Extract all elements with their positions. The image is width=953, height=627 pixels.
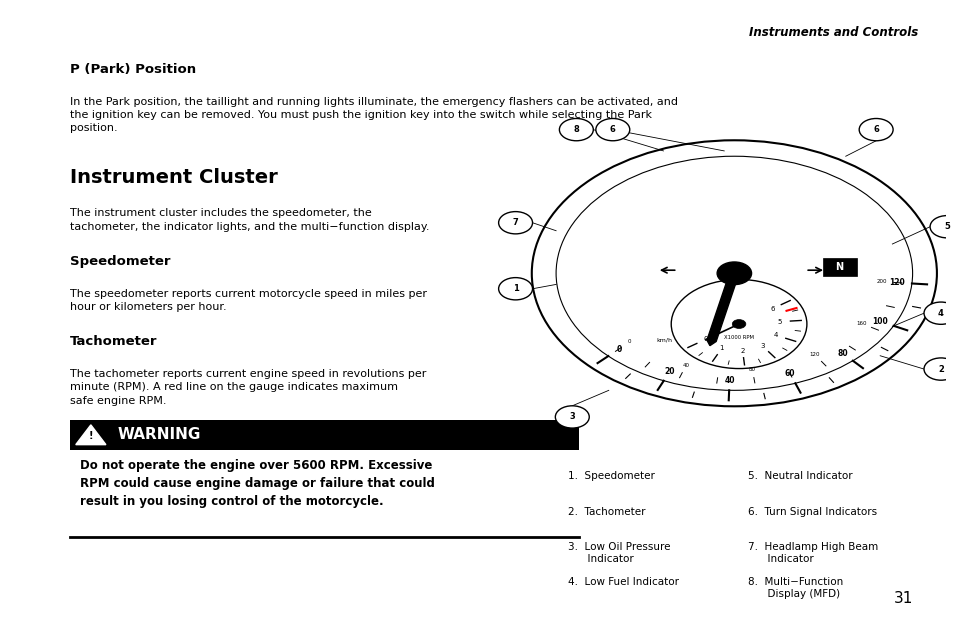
Text: 6.  Turn Signal Indicators: 6. Turn Signal Indicators [748, 507, 877, 517]
Circle shape [923, 302, 953, 324]
Text: 3: 3 [760, 343, 764, 349]
Circle shape [859, 119, 892, 141]
Circle shape [531, 140, 936, 406]
Text: Tachometer: Tachometer [70, 335, 157, 348]
Text: 0: 0 [702, 336, 707, 342]
Circle shape [717, 262, 751, 285]
Circle shape [929, 216, 953, 238]
Circle shape [596, 119, 629, 141]
Text: In the Park position, the taillight and running lights illuminate, the emergency: In the Park position, the taillight and … [70, 97, 678, 134]
Circle shape [558, 119, 593, 141]
FancyBboxPatch shape [821, 258, 856, 276]
Text: Instrument Cluster: Instrument Cluster [70, 168, 277, 187]
Circle shape [671, 280, 806, 369]
Text: P (Park) Position: P (Park) Position [70, 63, 196, 76]
Text: 1.  Speedometer: 1. Speedometer [567, 472, 654, 482]
Text: 5: 5 [943, 222, 949, 231]
Text: 1: 1 [512, 284, 518, 293]
Circle shape [498, 278, 532, 300]
Text: 20: 20 [664, 367, 675, 376]
Text: 120: 120 [809, 352, 820, 357]
Text: 6: 6 [872, 125, 878, 134]
FancyBboxPatch shape [70, 420, 578, 450]
Circle shape [555, 406, 589, 428]
Text: 4: 4 [773, 332, 778, 339]
Circle shape [732, 320, 745, 329]
Text: 160: 160 [855, 321, 865, 326]
Text: 7: 7 [512, 218, 517, 227]
Text: 3: 3 [569, 413, 575, 421]
Text: N: N [835, 262, 842, 272]
Text: The instrument cluster includes the speedometer, the
tachometer, the indicator l: The instrument cluster includes the spee… [70, 208, 429, 231]
Circle shape [498, 211, 532, 234]
Text: 3.  Low Oil Pressure
      Indicator: 3. Low Oil Pressure Indicator [567, 542, 669, 564]
Text: 0: 0 [627, 339, 631, 344]
Text: 4: 4 [937, 308, 943, 318]
Text: 2.  Tachometer: 2. Tachometer [567, 507, 644, 517]
Text: The speedometer reports current motorcycle speed in miles per
hour or kilometers: The speedometer reports current motorcyc… [70, 289, 427, 312]
Circle shape [923, 358, 953, 380]
Text: km/h: km/h [656, 337, 672, 342]
Text: Speedometer: Speedometer [70, 255, 171, 268]
Text: 40: 40 [682, 362, 689, 367]
Text: !: ! [89, 431, 93, 441]
Text: 8.  Multi−Function
      Display (MFD): 8. Multi−Function Display (MFD) [748, 577, 842, 599]
Text: Instruments and Controls: Instruments and Controls [748, 26, 917, 39]
Text: 2: 2 [740, 347, 744, 354]
Text: 4.  Low Fuel Indicator: 4. Low Fuel Indicator [567, 577, 678, 587]
Polygon shape [75, 425, 106, 445]
Text: 1: 1 [719, 345, 723, 351]
Text: 100: 100 [871, 317, 887, 326]
Text: WARNING: WARNING [117, 427, 200, 442]
Text: The tachometer reports current engine speed in revolutions per
minute (RPM). A r: The tachometer reports current engine sp… [70, 369, 426, 406]
Text: 120: 120 [888, 278, 903, 287]
Text: 5: 5 [777, 319, 781, 325]
Text: 2: 2 [937, 364, 943, 374]
Text: X1000 RPM: X1000 RPM [723, 335, 753, 340]
Text: 80: 80 [837, 349, 847, 358]
Text: 60: 60 [784, 369, 795, 379]
Text: 200: 200 [876, 279, 886, 284]
Text: 0: 0 [616, 344, 621, 354]
Text: 8: 8 [573, 125, 578, 134]
Text: 80: 80 [748, 367, 755, 372]
Text: 31: 31 [893, 591, 912, 606]
Text: 5.  Neutral Indicator: 5. Neutral Indicator [748, 472, 852, 482]
FancyArrow shape [706, 273, 739, 345]
Text: 7.  Headlamp High Beam
      Indicator: 7. Headlamp High Beam Indicator [748, 542, 878, 564]
Text: 40: 40 [723, 376, 734, 385]
Text: 6: 6 [609, 125, 615, 134]
Text: Do not operate the engine over 5600 RPM. Excessive
RPM could cause engine damage: Do not operate the engine over 5600 RPM.… [79, 459, 434, 508]
Text: 6: 6 [769, 306, 774, 312]
